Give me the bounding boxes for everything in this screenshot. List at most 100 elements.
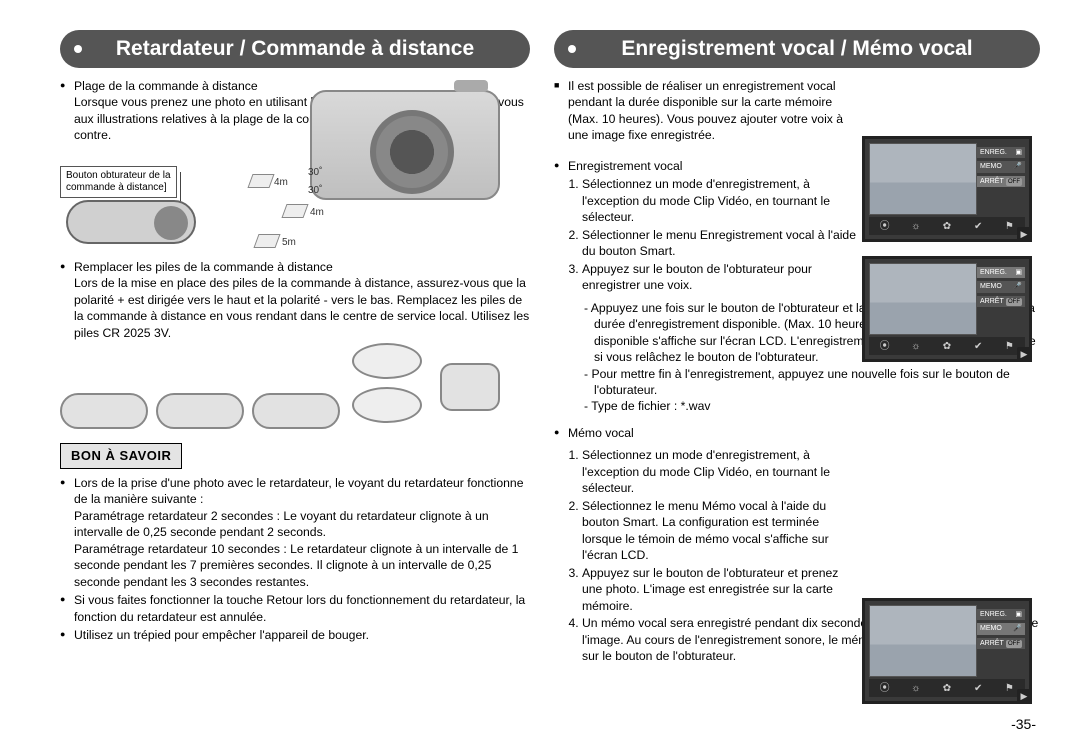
dist-30b: 30˚ [308,184,322,198]
lcd-tabbar: ⦿ ☼ ✿ ✔ ⚑ [869,679,1025,697]
lcd-m3: ARRÊT [980,297,1004,306]
replace-item: Remplacer les piles de la commande à dis… [60,259,530,341]
left-body: Plage de la commande à distance Lorsque … [60,78,530,643]
tab-icon: ☼ [910,340,922,352]
lcd-menu-item: MEMO🎤 [977,281,1025,292]
callout-l2: commande à distance] [66,182,167,193]
manual-page: Retardateur / Commande à distance Plage … [0,0,1080,746]
tab-icon: ⚑ [1003,682,1015,694]
bon1c: Paramétrage retardateur 10 secondes : Le… [74,542,518,589]
camera-icon [310,90,500,200]
sec2-s3: Appuyez sur le bouton de l'obturateur et… [582,565,856,614]
dist-30a: 30˚ [308,166,322,180]
lcd-m2: MEMO [980,624,1002,633]
lcd-off: OFF [1006,640,1022,648]
lcd-tabbar: ⦿ ☼ ✿ ✔ ⚑ [869,217,1025,235]
sec1-steps: Sélectionnez un mode d'enregistrement, à… [554,176,856,293]
tab-icon: ✿ [941,682,953,694]
range-marker [247,174,274,188]
battery-illustration [60,343,500,433]
right-title: Enregistrement vocal / Mémo vocal [621,37,972,61]
lcd-tabbar: ⦿ ☼ ✿ ✔ ⚑ [869,337,1025,355]
remote-step-icon [252,393,340,429]
lcd-off: OFF [1006,178,1022,186]
sec1: Enregistrement vocal [554,158,856,174]
play-icon: ▶ [1017,347,1031,361]
sec2-s1: Sélectionnez un mode d'enregistrement, à… [582,447,856,496]
lcd-m1: ENREG. [980,268,1007,277]
lcd-menu-item: ENREG.▣ [977,609,1025,620]
range-marker [253,234,280,248]
lcd-off: OFF [1006,298,1022,306]
tab-icon: ⚑ [1003,340,1015,352]
tab-icon: ☼ [910,220,922,232]
tab-icon: ✿ [941,220,953,232]
play-icon: ▶ [1017,689,1031,703]
tab-icon: ⦿ [879,340,891,352]
range-marker [281,204,308,218]
callout-l1: Bouton obturateur de la [66,170,171,181]
lcd-m2: MEMO [980,162,1002,171]
bon1a: Lors de la prise d'une photo avec le ret… [74,476,524,506]
intro-list: Il est possible de réaliser un enregistr… [554,78,856,144]
play-icon: ▶ [1017,227,1031,241]
replace-heading: Remplacer les piles de la commande à dis… [74,260,333,274]
remote-range-illustration: Bouton obturateur de la commande à dista… [60,84,500,259]
replace-body: Lors de la mise en place des piles de la… [74,276,529,339]
tab-icon: ✔ [972,340,984,352]
lcd-m2: MEMO [980,282,1002,291]
remote-step-icon [156,393,244,429]
lcd-menu-item-selected: ARRÊTOFF [977,176,1025,187]
lcd-screenshot-2: ENREG.▣ MEMO🎤 ARRÊTOFF ⦿ ☼ ✿ ✔ ⚑ ▶ [862,256,1032,362]
right-column: Enregistrement vocal / Mémo vocal ENREG.… [554,30,1040,665]
lcd-menu-item: ENREG.▣ [977,147,1025,158]
sec1-d2: Pour mettre fin à l'enregistrement, appu… [584,366,1040,399]
tab-icon: ☼ [910,682,922,694]
lcd-menu-item: ARRÊTOFF [977,296,1025,307]
sec1-s2: Sélectionner le menu Enregistrement voca… [582,227,856,260]
sec2-steps: Sélectionnez un mode d'enregistrement, à… [554,447,856,614]
lcd-menu-item-selected: MEMO🎤 [977,623,1025,634]
bon-list: Lors de la prise d'une photo avec le ret… [60,475,530,644]
replace-section: Remplacer les piles de la commande à dis… [60,259,530,341]
bon-a-savoir-label: BON À SAVOIR [60,443,182,469]
tab-icon: ✔ [972,220,984,232]
sec1-head: Enregistrement vocal [554,158,856,174]
bon-item-1: Lors de la prise d'une photo avec le ret… [60,475,530,590]
left-title: Retardateur / Commande à distance [116,37,474,61]
lcd-photo [869,605,977,677]
lcd-m3: ARRÊT [980,177,1004,186]
remote-icon [66,200,196,244]
right-body: ENREG.▣ MEMO🎤 ARRÊTOFF ⦿ ☼ ✿ ✔ ⚑ ▶ [554,78,1040,664]
lcd-menu-item-selected: ENREG.▣ [977,267,1025,278]
remote-step-icon [60,393,148,429]
bon-item-3: Utilisez un trépied pour empêcher l'appa… [60,627,530,643]
right-header: Enregistrement vocal / Mémo vocal [554,30,1040,68]
lcd-menu: ENREG.▣ MEMO🎤 ARRÊTOFF [977,267,1025,310]
tab-icon: ⦿ [879,220,891,232]
shutter-callout: Bouton obturateur de la commande à dista… [60,166,177,198]
lcd-screenshot-1: ENREG.▣ MEMO🎤 ARRÊTOFF ⦿ ☼ ✿ ✔ ⚑ ▶ [862,136,1032,242]
lcd-photo [869,263,977,335]
left-column: Retardateur / Commande à distance Plage … [60,30,530,665]
lcd-menu: ENREG.▣ MEMO🎤 ARRÊTOFF [977,609,1025,652]
sec1-s3: Appuyez sur le bouton de l'obturateur po… [582,261,856,294]
sec2-head: Mémo vocal [554,425,1040,441]
tab-icon: ✔ [972,682,984,694]
bon1b: Paramétrage retardateur 2 secondes : Le … [74,509,489,539]
dist-4m-b: 4m [310,206,324,220]
sec2-s2: Sélectionnez le menu Mémo vocal à l'aide… [582,498,856,564]
lcd-menu-item: ARRÊTOFF [977,638,1025,649]
dist-4m-a: 4m [274,176,288,190]
sec2: Mémo vocal [554,425,1040,441]
dist-5m: 5m [282,236,296,250]
lcd-m1: ENREG. [980,148,1007,157]
tab-icon: ⦿ [879,682,891,694]
lcd-photo [869,143,977,215]
left-header: Retardateur / Commande à distance [60,30,530,68]
page-number: -35- [1011,716,1036,732]
lcd-menu-item: MEMO🎤 [977,161,1025,172]
tab-icon: ⚑ [1003,220,1015,232]
sec1-d3: Type de fichier : *.wav [584,398,1040,414]
lcd-m3: ARRÊT [980,639,1004,648]
